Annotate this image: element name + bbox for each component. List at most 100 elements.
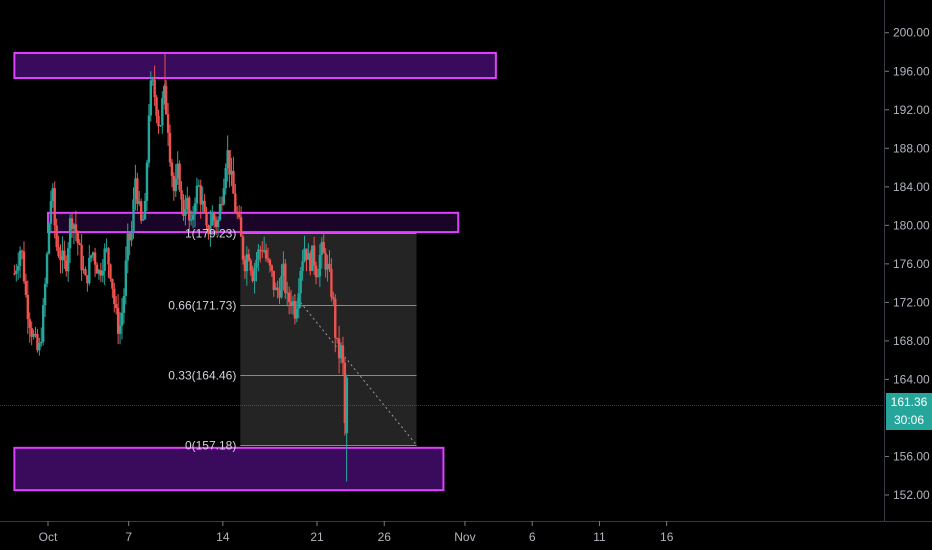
candle-body [59, 256, 62, 261]
candle-body [237, 214, 241, 218]
candle-body [299, 270, 302, 294]
candle-body [49, 201, 53, 224]
candle-body [145, 162, 149, 201]
candle-body [34, 333, 37, 335]
candle-body [17, 265, 20, 271]
candle-body [262, 250, 266, 252]
candle-body [228, 150, 231, 175]
candle-body [63, 250, 66, 261]
candle-body [234, 193, 237, 212]
candle-body [118, 325, 122, 334]
candle-body [222, 188, 226, 205]
candle-body [115, 304, 118, 309]
time-axis[interactable]: Oct 7 14 21 26 Nov 6 11 16 [39, 521, 674, 544]
candle-body [241, 236, 245, 260]
candle-body [174, 178, 177, 192]
candle-body [282, 263, 285, 277]
candle-body [209, 225, 212, 235]
candle-body [47, 223, 51, 254]
candle-body [57, 247, 60, 257]
candle-body [218, 204, 222, 220]
time-tick-label: Nov [454, 530, 475, 544]
candle-body [286, 292, 289, 294]
candle-body [216, 219, 220, 227]
candle-body [155, 97, 158, 116]
price-tick-label: 200.00 [893, 26, 930, 40]
candle-body [211, 213, 214, 226]
candle-body [182, 199, 185, 216]
candle-body [126, 233, 129, 261]
candle-body [170, 162, 174, 176]
candle-body [343, 362, 347, 424]
candle-body [205, 212, 208, 226]
candle-body [191, 214, 195, 220]
candle-body [251, 270, 254, 282]
candle-body [105, 248, 108, 250]
time-tick-label: 14 [216, 530, 230, 544]
candle-body [335, 337, 339, 339]
candle-body [18, 250, 22, 266]
candle-body [80, 244, 83, 271]
current-price-label: 161.36 [891, 395, 928, 409]
fib-trend-line [293, 294, 417, 446]
candle-body [305, 248, 308, 260]
candle-body [326, 263, 329, 270]
candle-body [345, 377, 349, 434]
candle-body [201, 200, 204, 205]
candle-body [120, 312, 124, 326]
candle-body [90, 255, 93, 258]
candle-body [95, 264, 99, 274]
candle-body [147, 115, 151, 163]
candle-body [72, 224, 76, 229]
candle-body [70, 218, 74, 229]
candle-body [255, 259, 258, 268]
support-zone[interactable] [13, 446, 445, 492]
candle-body [74, 224, 78, 233]
candle-body [309, 253, 312, 271]
mid-zone[interactable] [47, 211, 460, 234]
candle-body [236, 211, 239, 215]
candle-body [166, 114, 170, 133]
time-tick-label: 21 [310, 530, 324, 544]
resistance-zone[interactable] [13, 51, 497, 80]
candle-body [124, 260, 128, 296]
supply-demand-zones[interactable] [13, 51, 497, 492]
candle-body [312, 245, 316, 266]
price-tick-label: 188.00 [893, 141, 930, 155]
candle-body [266, 258, 270, 260]
candle-body [213, 213, 216, 221]
candle-body [168, 132, 172, 163]
candle-body [203, 200, 206, 213]
candle-body [193, 203, 197, 215]
candle-body [111, 278, 114, 289]
candle-body [22, 251, 26, 282]
candle-body [28, 319, 31, 328]
candle-body [307, 253, 310, 260]
current-price-tag: 161.36 30:06 [886, 393, 932, 430]
time-tick-label: 16 [660, 530, 674, 544]
candle-body [84, 269, 87, 276]
price-tick-label: 192.00 [893, 103, 930, 117]
candle-body [41, 305, 45, 342]
candle-body [232, 170, 235, 194]
candle-body [176, 163, 179, 179]
candle-body [122, 295, 126, 313]
time-tick-label: Oct [39, 530, 58, 544]
candle-body [284, 263, 287, 294]
candle-body [128, 233, 131, 241]
candle-body [65, 260, 68, 272]
candle-body [99, 270, 103, 276]
candle-body [20, 250, 24, 252]
candle-body [291, 301, 295, 306]
price-tick-label: 172.00 [893, 295, 930, 309]
price-tick-label: 152.00 [893, 488, 930, 502]
candle-body [139, 201, 143, 221]
price-axis[interactable]: 200.00 196.00 192.00 188.00 184.00 180.00 176.… [885, 26, 930, 502]
candle-body [268, 259, 272, 266]
candle-body [101, 270, 104, 276]
time-tick-label: 7 [125, 530, 132, 544]
fib-level-label: 1(179.23) [185, 227, 236, 241]
candle-body [257, 249, 260, 260]
candle-body [109, 264, 112, 279]
